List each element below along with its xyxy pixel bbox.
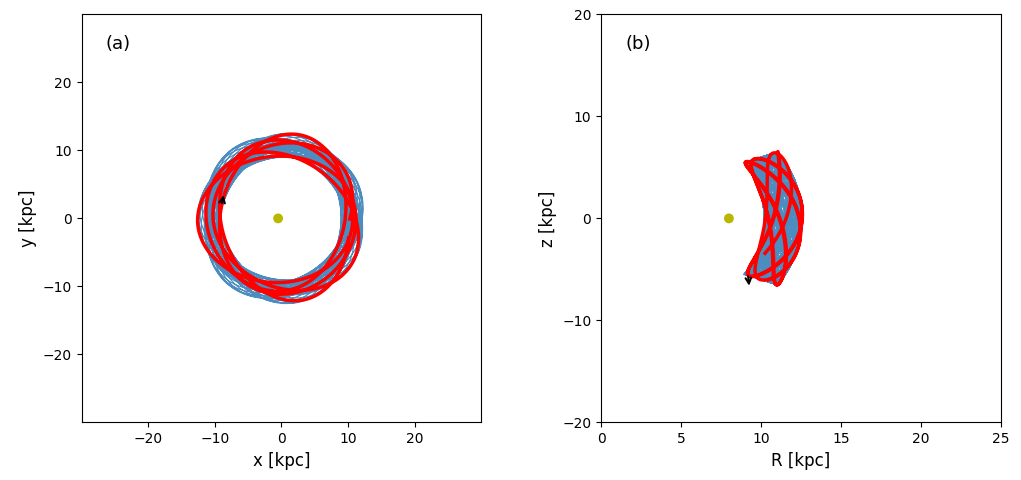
Y-axis label: z [kpc]: z [kpc] [538, 190, 556, 247]
Text: (b): (b) [625, 35, 650, 53]
X-axis label: R [kpc]: R [kpc] [771, 452, 830, 469]
Text: (a): (a) [105, 35, 131, 53]
Y-axis label: y [kpc]: y [kpc] [19, 190, 37, 247]
X-axis label: x [kpc]: x [kpc] [252, 452, 310, 469]
Point [270, 215, 286, 222]
Point [721, 215, 737, 222]
